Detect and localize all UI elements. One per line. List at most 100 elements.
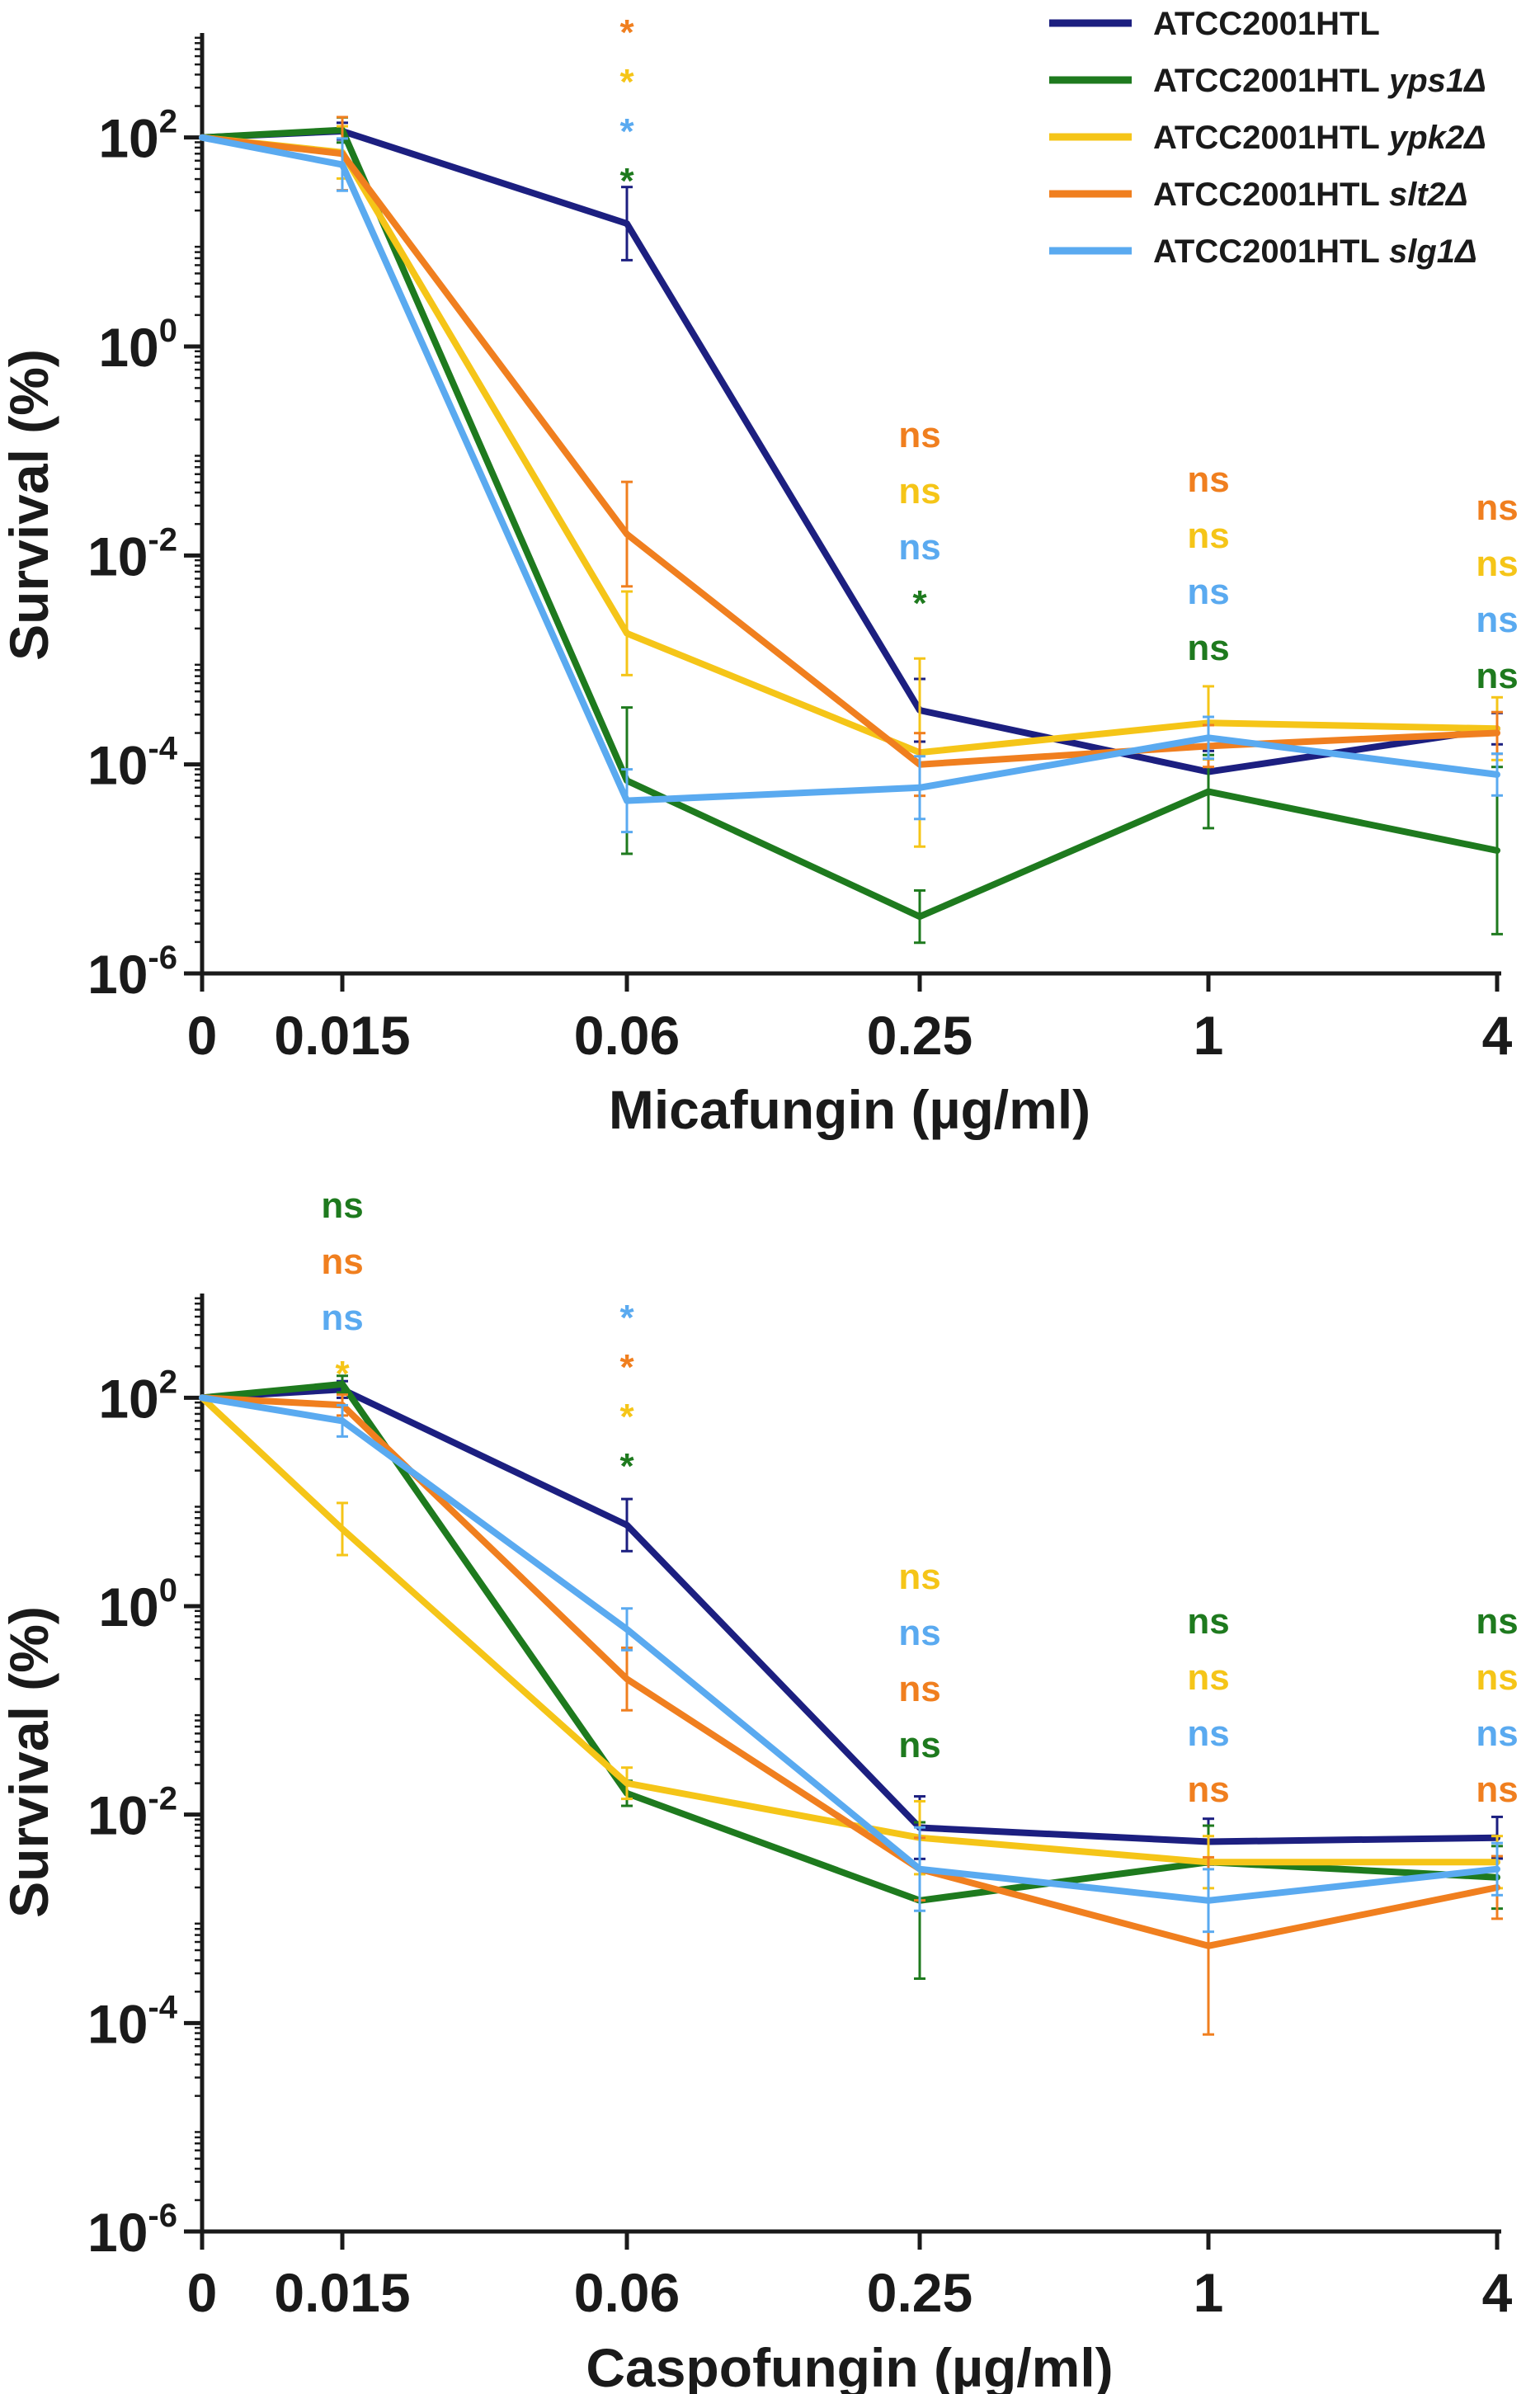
data-point (624, 221, 629, 227)
significance-ns: ns (321, 1242, 363, 1282)
y-tick-exponent: 0 (159, 1572, 177, 1609)
legend-label: ATCC2001HTL slt2Δ (1153, 177, 1468, 213)
y-tick-exponent: 2 (159, 104, 177, 140)
y-tick-label: 10-4 (87, 731, 178, 796)
data-point (1206, 789, 1211, 794)
significance-asterisk: * (619, 111, 634, 152)
x-tick-label: 4 (1482, 1005, 1513, 1066)
significance-ns: ns (1187, 459, 1229, 500)
x-tick-label: 1 (1194, 2262, 1224, 2323)
legend-label: ATCC2001HTL slg1Δ (1153, 233, 1477, 270)
x-tick-label: 4 (1482, 2262, 1513, 2323)
x-tick-label: 0.06 (574, 1005, 680, 1066)
y-tick-base: 10 (87, 735, 148, 796)
significance-ns: ns (1476, 544, 1518, 584)
significance-ns: ns (898, 527, 940, 568)
data-point (340, 1381, 345, 1387)
x-tick-label: 1 (1194, 1005, 1224, 1066)
legend-mutant: slg1Δ (1380, 233, 1477, 270)
y-tick-exponent: -4 (148, 731, 177, 767)
y-tick-label: 100 (98, 313, 177, 378)
y-tick-base: 10 (98, 1576, 158, 1638)
y-tick-exponent: -6 (148, 2198, 177, 2234)
x-tick-label: 0.015 (274, 1005, 410, 1066)
data-point (340, 162, 345, 167)
legend-entry-wild-type: ATCC2001HTL (1049, 6, 1380, 42)
significance-ns: ns (898, 1613, 940, 1653)
data-point (1495, 848, 1500, 854)
series-line (199, 1394, 1500, 1904)
series-line (199, 126, 1500, 921)
significance-ns: ns (1476, 1601, 1518, 1642)
y-axis-title: Survival (%) (0, 1606, 59, 1918)
significance-ns: ns (898, 1725, 940, 1765)
significance-ns: ns (321, 1298, 363, 1338)
data-point (624, 630, 629, 636)
y-tick-exponent: 2 (159, 1364, 177, 1400)
significance-ns: ns (1187, 1657, 1229, 1698)
data-point (340, 1418, 345, 1424)
y-tick-label: 10-6 (87, 2198, 177, 2263)
significance-ns: ns (1187, 1601, 1229, 1642)
data-point (1495, 771, 1500, 777)
significance-ns: ns (898, 415, 940, 455)
y-tick-exponent: -2 (148, 1781, 177, 1817)
significance-asterisk: * (619, 62, 634, 102)
data-point (1206, 1943, 1211, 1949)
legend-entry-yps1-delta: ATCC2001HTL yps1Δ (1049, 63, 1486, 99)
significance-ns: ns (1476, 600, 1518, 640)
y-tick-base: 10 (87, 1785, 148, 1846)
y-tick-exponent: 0 (159, 313, 177, 349)
significance-ns: ns (1187, 572, 1229, 612)
y-tick-base: 10 (87, 525, 148, 587)
legend: ATCC2001HTL ATCC2001HTL yps1Δ ATCC2001HTL … (1049, 6, 1486, 270)
x-axis-title: Caspofungin (µg/ml) (586, 2337, 1113, 2394)
series-line (199, 134, 1500, 804)
y-axis-title: Survival (%) (0, 349, 59, 661)
x-tick-label: 0.25 (867, 1005, 973, 1066)
significance-ns: ns (1476, 656, 1518, 696)
series-atcc2001htl-slt2-delta (199, 1393, 1503, 2036)
y-tick-label: 100 (98, 1572, 177, 1638)
x-tick-label: 0 (187, 2262, 218, 2323)
series-atcc2001htl-slg1-delta (199, 134, 1503, 834)
x-tick-label: 0 (187, 1005, 218, 1066)
data-point (1206, 735, 1211, 741)
significance-ns: ns (1187, 516, 1229, 556)
data-point (624, 531, 629, 537)
legend-strain: ATCC2001HTL (1153, 233, 1380, 270)
y-tick-label: 10-2 (87, 521, 177, 587)
data-point (1495, 1866, 1500, 1872)
data-point (917, 914, 922, 920)
y-tick-exponent: -4 (148, 1989, 177, 2025)
significance-asterisk: * (912, 583, 927, 624)
x-tick-label: 0.25 (867, 2262, 973, 2323)
legend-entry-slt2-delta: ATCC2001HTL slt2Δ (1049, 177, 1468, 213)
series-line (199, 1394, 1500, 1866)
data-point (340, 1526, 345, 1532)
legend-mutant: slt2Δ (1380, 177, 1468, 213)
significance-ns: ns (898, 471, 940, 511)
y-tick-base: 10 (87, 944, 148, 1005)
significance-ns: ns (1476, 1657, 1518, 1698)
data-point (200, 1395, 205, 1401)
data-point (917, 785, 922, 790)
data-point (624, 1627, 629, 1633)
data-point (917, 1866, 922, 1872)
data-point (624, 798, 629, 803)
legend-mutant: ypk2Δ (1380, 120, 1486, 156)
series-line (199, 1394, 1500, 1949)
data-point (624, 1676, 629, 1682)
legend-strain: ATCC2001HTL (1153, 120, 1380, 156)
significance-asterisk: * (619, 161, 634, 201)
legend-label: ATCC2001HTL ypk2Δ (1153, 120, 1486, 156)
y-tick-base: 10 (87, 2202, 148, 2263)
data-point (1206, 1897, 1211, 1903)
legend-entry-ypk2-delta: ATCC2001HTL ypk2Δ (1049, 120, 1486, 156)
significance-asterisk: * (335, 1354, 350, 1394)
significance-ns: ns (1476, 488, 1518, 528)
significance-ns: ns (1187, 628, 1229, 668)
